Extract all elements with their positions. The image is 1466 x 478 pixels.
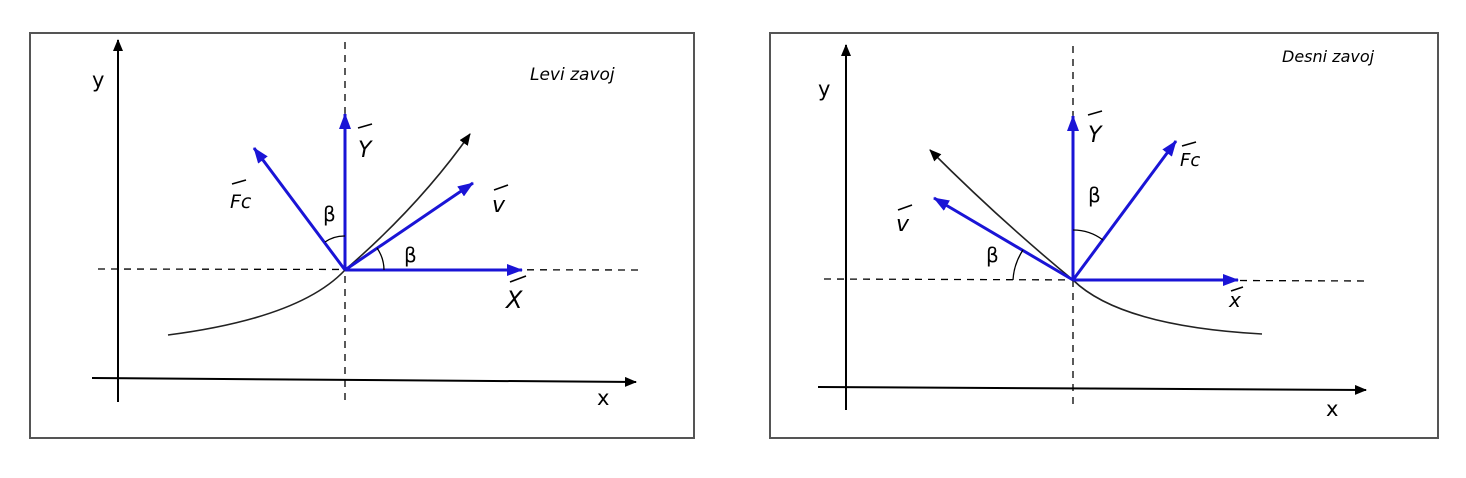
- left-axis-x-label: x: [597, 386, 609, 410]
- left-vec-x-label: X: [504, 286, 523, 314]
- left-vector-v: [344, 181, 474, 272]
- right-diagram: Desni zavoj y x β β Y x v Fc: [769, 32, 1439, 439]
- right-title: Desni zavoj: [1282, 47, 1375, 66]
- left-angle-arc-upper: [324, 235, 346, 243]
- right-trajectory-curve: [929, 149, 1263, 335]
- right-vec-v-label: v: [896, 212, 910, 237]
- left-axis-x: [91, 376, 637, 387]
- left-vector-fc: [252, 147, 347, 271]
- left-vec-x-arrow-icon: [509, 275, 527, 283]
- right-vec-y-label: Y: [1088, 123, 1103, 148]
- right-vec-v-arrow-icon: [897, 204, 913, 211]
- left-diagram: Levi zavoj y x β β Y X v Fc: [29, 32, 695, 439]
- right-frame: [769, 32, 1439, 439]
- right-vector-v: [933, 196, 1074, 282]
- right-vec-x-arrow-icon: [1230, 286, 1244, 292]
- right-angle-lower-label: β: [986, 243, 999, 267]
- left-vec-fc-label: Fc: [230, 191, 252, 213]
- left-vec-v-label: v: [492, 193, 506, 218]
- left-vec-v-arrow-icon: [493, 184, 509, 191]
- left-axis-y-label: y: [92, 68, 104, 92]
- right-vec-fc-label: Fc: [1180, 150, 1200, 171]
- right-angle-arc-upper: [1072, 229, 1104, 241]
- right-vec-y-arrow-icon: [1087, 110, 1103, 116]
- left-vec-y-label: Y: [358, 138, 373, 163]
- right-vec-x-label: x: [1228, 288, 1241, 312]
- right-axis-x: [817, 384, 1367, 395]
- right-vector-fc: [1071, 140, 1178, 281]
- left-vec-fc-arrow-icon: [231, 179, 247, 185]
- right-angle-arc-lower: [1012, 249, 1024, 281]
- left-angle-upper-label: β: [323, 202, 336, 226]
- left-title: Levi zavoj: [530, 65, 615, 85]
- right-axis-x-label: x: [1326, 397, 1338, 421]
- right-axis-y-label: y: [818, 77, 830, 101]
- right-vec-fc-arrow-icon: [1181, 141, 1197, 147]
- left-vec-y-arrow-icon: [357, 123, 373, 129]
- left-frame: [29, 32, 695, 439]
- left-angle-arc-lower: [376, 247, 385, 271]
- right-angle-upper-label: β: [1088, 183, 1101, 207]
- left-angle-lower-label: β: [404, 243, 417, 267]
